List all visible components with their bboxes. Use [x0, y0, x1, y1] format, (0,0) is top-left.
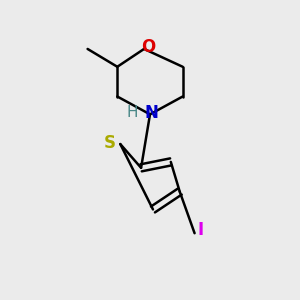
- Text: O: O: [141, 38, 156, 56]
- Text: H: H: [126, 105, 138, 120]
- Text: S: S: [104, 134, 116, 152]
- Text: I: I: [197, 221, 204, 239]
- Text: N: N: [145, 104, 158, 122]
